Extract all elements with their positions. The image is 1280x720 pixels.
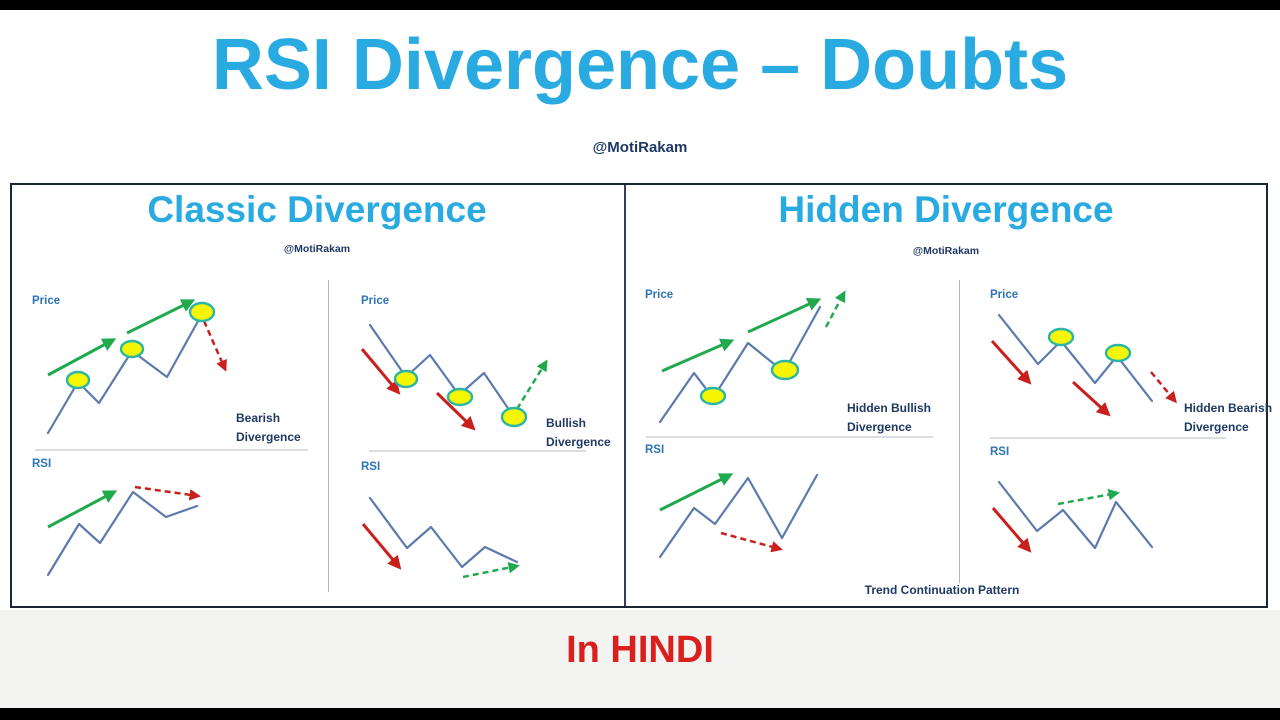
classic-bullish-rsi-label: RSI (361, 461, 381, 473)
hidden-bullish-annotation: Hidden Bullish Divergence (847, 399, 931, 437)
hidden-bullish-rsi-label: RSI (645, 444, 665, 456)
footer-language-text: In HINDI (566, 629, 714, 671)
author-handle: @MotiRakam (592, 139, 688, 156)
classic-section-byline: @MotiRakam (283, 243, 351, 255)
annotation-line: Hidden Bearish (1184, 401, 1273, 415)
hidden-bearish-price-label: Price (990, 289, 1019, 301)
annotation-line: Divergence (847, 420, 912, 434)
hidden-bearish-annotation: Hidden Bearish Divergence (1184, 399, 1272, 437)
annotation-line: Divergence (546, 435, 611, 449)
annotation-line: Divergence (236, 430, 301, 444)
hidden-bearish-rsi-label: RSI (990, 446, 1010, 458)
hidden-bullish-price-label: Price (645, 289, 674, 301)
classic-bearish-annotation: Bearish Divergence (236, 409, 301, 447)
page-title: RSI Divergence – Doubts (211, 25, 1069, 105)
annotation-line: Hidden Bullish (847, 401, 931, 415)
classic-bearish-rsi-label: RSI (32, 458, 52, 470)
bottom-letterbox-bar (0, 708, 1280, 720)
classic-bullish-price-label: Price (361, 295, 390, 307)
top-letterbox-bar (0, 0, 1280, 10)
footer-strip (0, 610, 1280, 708)
hidden-section-title: Hidden Divergence (778, 189, 1114, 230)
annotation-line: Divergence (1184, 420, 1249, 434)
annotation-line: Bullish (546, 416, 587, 430)
classic-section-title: Classic Divergence (147, 189, 487, 230)
classic-bearish-price-label: Price (32, 295, 61, 307)
hidden-section-byline: @MotiRakam (912, 245, 980, 257)
hidden-panel-divider (959, 280, 960, 583)
classic-bullish-annotation: Bullish Divergence (546, 414, 611, 452)
trend-continuation-footnote: Trend Continuation Pattern (864, 583, 1020, 597)
classic-panel-divider (328, 280, 329, 592)
center-divider (624, 185, 626, 606)
annotation-line: Bearish (236, 411, 281, 425)
